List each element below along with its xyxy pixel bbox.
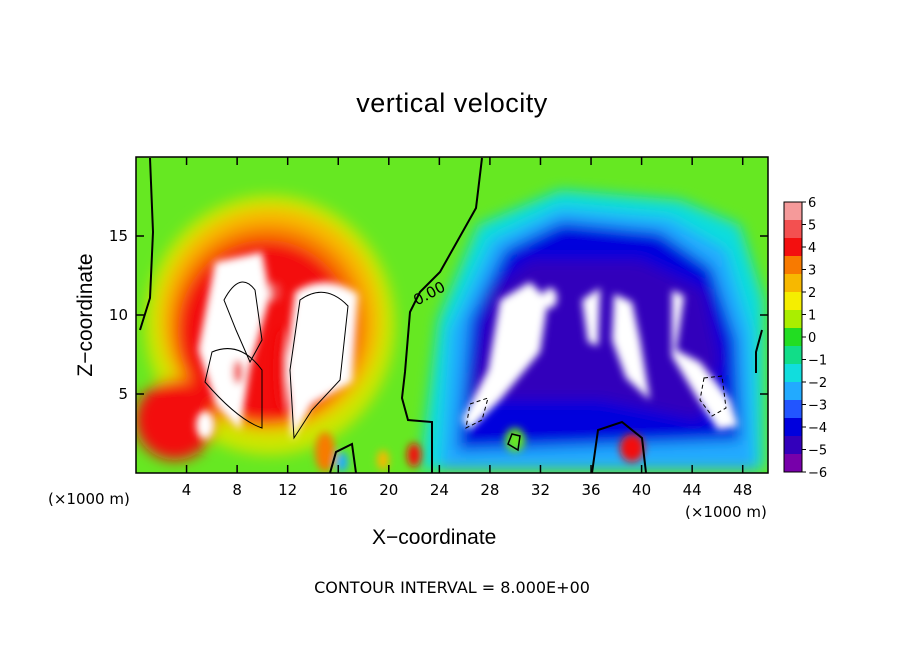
colorbar-swatch xyxy=(784,400,802,419)
x-axis-label: X−coordinate xyxy=(372,526,497,549)
contour-interval-note: CONTOUR INTERVAL = 8.000E+00 xyxy=(314,578,590,597)
surface-cells xyxy=(315,432,421,472)
x-tick-label: 4 xyxy=(182,481,192,499)
x-tick-label: 32 xyxy=(531,481,550,499)
chart-title: vertical velocity xyxy=(356,88,548,118)
colorbar-label: 1 xyxy=(808,309,816,324)
x-unit-label-left: (×1000 m) xyxy=(48,490,130,508)
colorbar-label: −5 xyxy=(808,444,827,459)
y-tick-label: 10 xyxy=(109,306,128,324)
x-tick-label: 8 xyxy=(232,481,242,499)
x-tick-label: 40 xyxy=(632,481,651,499)
x-tick-label: 28 xyxy=(480,481,499,499)
colorbar-label: 0 xyxy=(808,331,816,346)
colorbar-swatch xyxy=(784,238,802,257)
colorbar-label: −6 xyxy=(808,466,827,481)
x-unit-label-right: (×1000 m) xyxy=(685,503,767,521)
colorbar-label: −3 xyxy=(808,399,827,414)
colorbar-swatch xyxy=(784,418,802,437)
colorbar-swatch xyxy=(784,292,802,311)
colorbar-swatch xyxy=(784,310,802,329)
colorbar-swatch xyxy=(784,274,802,293)
x-tick-label: 24 xyxy=(430,481,449,499)
colorbar-label: 6 xyxy=(808,196,816,211)
x-tick-label: 12 xyxy=(278,481,297,499)
x-tick-label: 16 xyxy=(329,481,348,499)
colorbar-swatch xyxy=(784,454,802,473)
colorbar-swatch xyxy=(784,256,802,275)
x-tick-label: 48 xyxy=(733,481,752,499)
colorbar-swatch xyxy=(784,364,802,383)
colorbar-swatch xyxy=(784,328,802,347)
x-tick-label: 20 xyxy=(379,481,398,499)
y-axis-label: Z−coordinate xyxy=(74,253,97,377)
y-tick-label: 15 xyxy=(109,227,128,245)
colorbar-label: 4 xyxy=(808,241,816,256)
contour-lines xyxy=(139,157,763,473)
colorbar-swatch xyxy=(784,202,802,221)
colorbar-swatch xyxy=(784,220,802,239)
colorbar-label: −2 xyxy=(808,376,827,391)
y-axis: 5 10 15 xyxy=(109,227,768,403)
colorbar-label: −4 xyxy=(808,421,827,436)
colorbar-label: 2 xyxy=(808,286,816,301)
colorbar-swatch xyxy=(784,436,802,455)
x-tick-label: 36 xyxy=(581,481,600,499)
y-tick-label: 5 xyxy=(118,385,128,403)
heatmap-field xyxy=(136,157,768,473)
updraft-core xyxy=(196,252,358,440)
colorbar-swatch xyxy=(784,346,802,365)
colorbar-label: −1 xyxy=(808,354,827,369)
colorbar: 6 5 4 3 2 1 0 −1 −2 −3 −4 −5 −6 xyxy=(783,196,827,481)
colorbar-label: 5 xyxy=(808,219,816,234)
x-tick-label: 44 xyxy=(683,481,702,499)
colorbar-swatch xyxy=(784,382,802,401)
x-axis: 4 8 12 16 20 24 28 32 36 40 44 48 xyxy=(182,157,752,499)
colorbar-label: 3 xyxy=(808,264,816,279)
